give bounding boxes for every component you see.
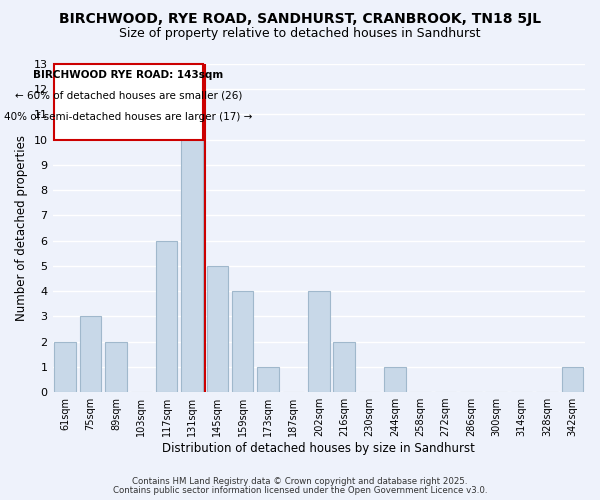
Bar xyxy=(156,240,178,392)
Bar xyxy=(384,367,406,392)
Bar xyxy=(334,342,355,392)
Bar xyxy=(206,266,228,392)
FancyBboxPatch shape xyxy=(54,64,203,140)
X-axis label: Distribution of detached houses by size in Sandhurst: Distribution of detached houses by size … xyxy=(163,442,475,455)
Bar xyxy=(257,367,279,392)
Text: Size of property relative to detached houses in Sandhurst: Size of property relative to detached ho… xyxy=(119,28,481,40)
Text: Contains HM Land Registry data © Crown copyright and database right 2025.: Contains HM Land Registry data © Crown c… xyxy=(132,477,468,486)
Text: ← 60% of detached houses are smaller (26): ← 60% of detached houses are smaller (26… xyxy=(15,90,242,101)
Bar xyxy=(308,291,329,392)
Text: 40% of semi-detached houses are larger (17) →: 40% of semi-detached houses are larger (… xyxy=(4,112,253,122)
Bar xyxy=(181,114,203,392)
Bar xyxy=(80,316,101,392)
Bar xyxy=(105,342,127,392)
Bar xyxy=(232,291,253,392)
Bar xyxy=(55,342,76,392)
Text: BIRCHWOOD, RYE ROAD, SANDHURST, CRANBROOK, TN18 5JL: BIRCHWOOD, RYE ROAD, SANDHURST, CRANBROO… xyxy=(59,12,541,26)
Text: BIRCHWOOD RYE ROAD: 143sqm: BIRCHWOOD RYE ROAD: 143sqm xyxy=(34,70,224,81)
Bar xyxy=(562,367,583,392)
Y-axis label: Number of detached properties: Number of detached properties xyxy=(15,135,28,321)
Text: Contains public sector information licensed under the Open Government Licence v3: Contains public sector information licen… xyxy=(113,486,487,495)
